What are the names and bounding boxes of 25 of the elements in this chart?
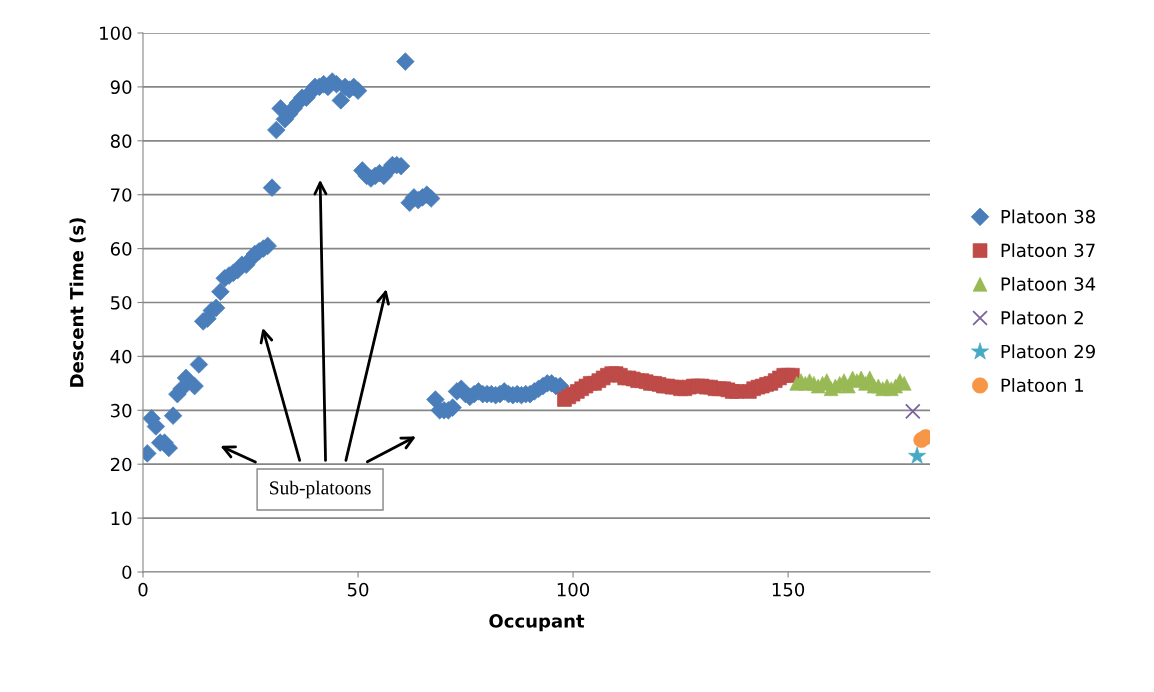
- y-tick-label: 20: [110, 457, 132, 472]
- y-tick-label: 40: [110, 349, 132, 364]
- x-tick-label: 100: [557, 582, 590, 597]
- x-tick-label: 0: [138, 582, 148, 597]
- legend-label: Platoon 37: [1001, 243, 1095, 258]
- x-axis-title: Occupant: [489, 614, 585, 632]
- y-tick-label: 80: [110, 134, 132, 148]
- x-tick-label: 150: [772, 582, 805, 597]
- x-tick-label: 50: [347, 582, 369, 597]
- legend-label: Platoon 34: [1001, 276, 1096, 291]
- y-tick-label: 0: [122, 565, 132, 580]
- y-tick-label: 60: [110, 242, 132, 256]
- legend-label: Platoon 29: [1001, 344, 1095, 359]
- y-tick-label: 100: [100, 26, 132, 41]
- annotation: Sub-platoons: [270, 480, 371, 499]
- y-tick-label: 10: [111, 511, 132, 526]
- y-axis-title: Descent Time (s): [69, 218, 86, 387]
- y-tick-label: 50: [111, 295, 132, 310]
- y-tick-label: 70: [111, 188, 132, 202]
- legend-label: Platoon 2: [1001, 310, 1083, 325]
- point: [904, 403, 921, 420]
- y-tick-label: 90: [110, 80, 132, 95]
- legend-label: Platoon 38: [1001, 209, 1095, 224]
- legend-label: Platoon 1: [1001, 378, 1084, 393]
- y-tick-label: 30: [110, 403, 132, 418]
